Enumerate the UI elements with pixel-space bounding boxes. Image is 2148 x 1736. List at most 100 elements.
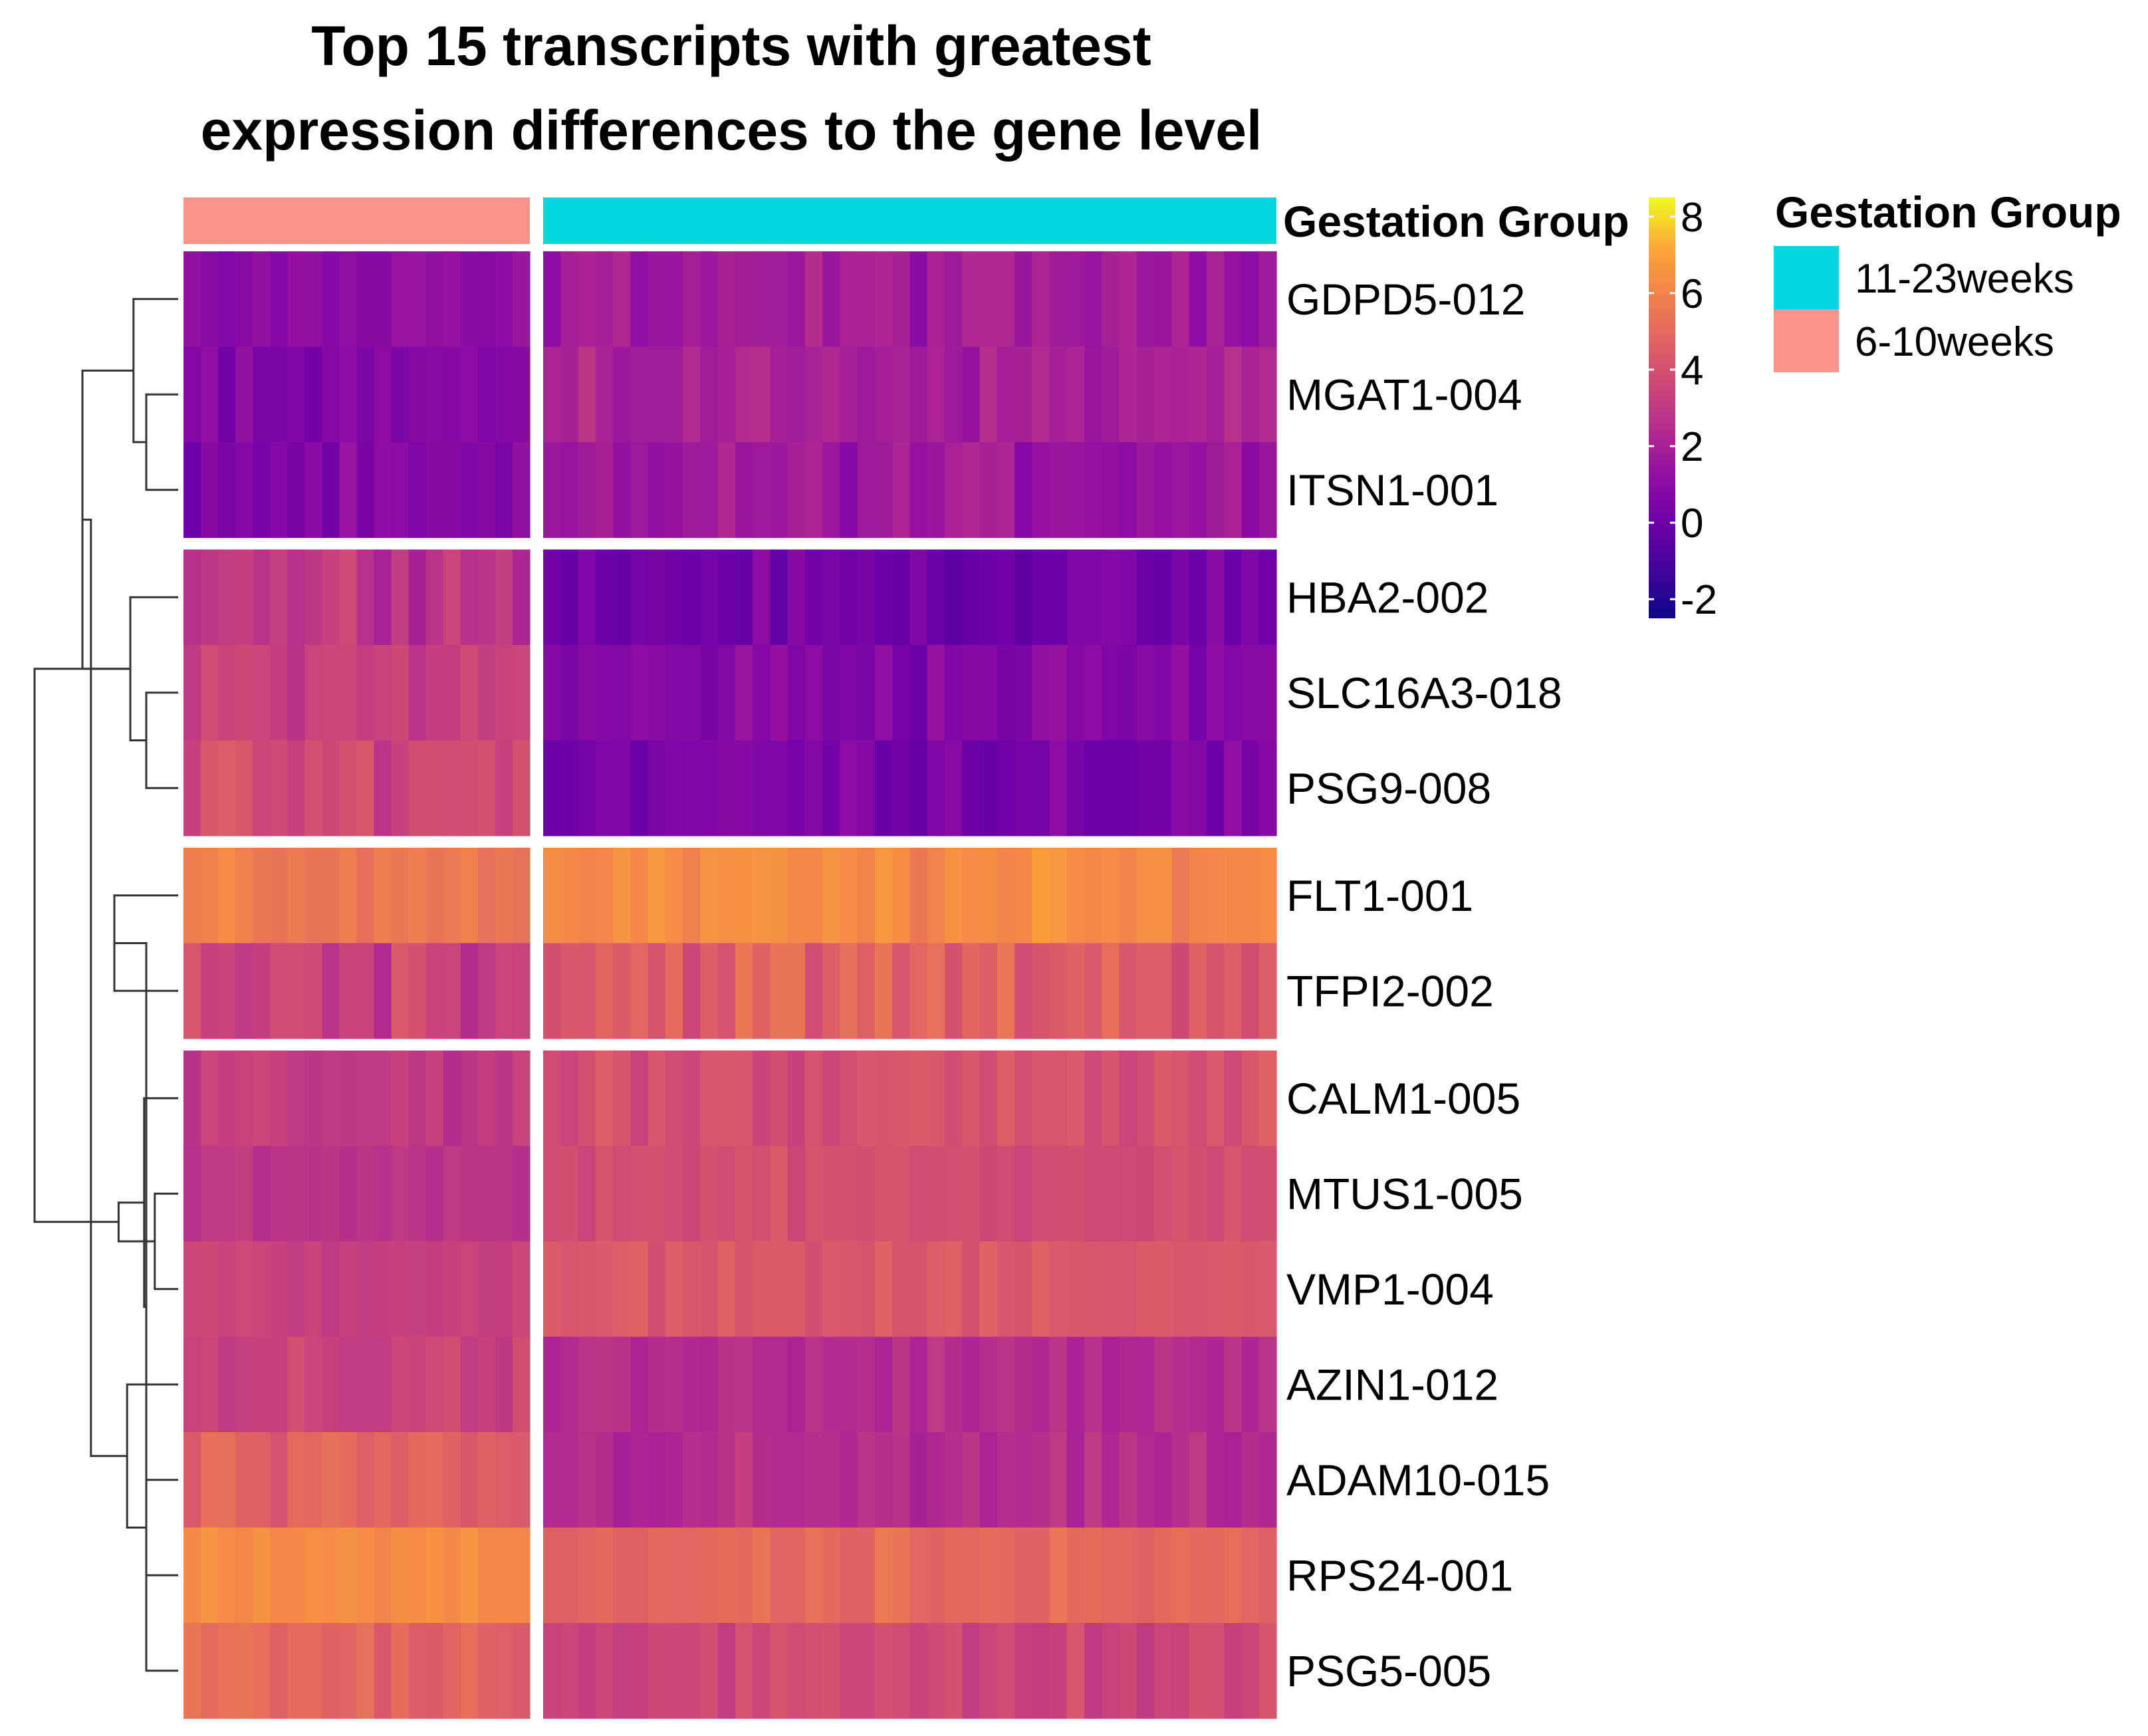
heatmap-cell <box>945 1623 963 1719</box>
heatmap-cell <box>578 848 596 944</box>
row-label: SLC16A3-018 <box>1286 668 1562 717</box>
heatmap-cell <box>270 442 288 539</box>
heatmap-cell <box>253 740 271 836</box>
heatmap-cell <box>356 442 375 539</box>
heatmap-cell <box>578 442 596 539</box>
heatmap-cell <box>218 1623 236 1719</box>
heatmap-cell <box>613 1527 631 1624</box>
heatmap-cell <box>1241 251 1260 348</box>
heatmap-cell <box>443 943 461 1039</box>
heatmap-cell <box>1084 1432 1102 1529</box>
heatmap-cell <box>578 346 596 443</box>
heatmap-cell <box>543 943 561 1039</box>
heatmap-cell <box>1119 346 1137 443</box>
heatmap-cell <box>927 251 945 348</box>
heatmap-cell <box>770 740 788 836</box>
heatmap-cell <box>909 442 928 539</box>
heatmap-cell <box>1241 645 1260 741</box>
heatmap-cell <box>374 1051 392 1147</box>
heatmap-cell <box>840 645 858 741</box>
heatmap-cell <box>1014 1336 1032 1433</box>
heatmap-cell <box>770 549 788 646</box>
heatmap-cell <box>460 251 479 348</box>
heatmap-cell <box>1206 848 1225 944</box>
heatmap-cell <box>735 1051 753 1147</box>
heatmap-cell <box>770 1623 788 1719</box>
heatmap-cell <box>892 848 911 944</box>
heatmap-cell <box>1066 1051 1085 1147</box>
heatmap-cell <box>1154 1623 1173 1719</box>
heatmap-cell <box>304 346 322 443</box>
row-label: MTUS1-005 <box>1286 1169 1523 1218</box>
heatmap-cell <box>183 346 201 443</box>
heatmap-cell <box>218 549 236 646</box>
heatmap-cell <box>339 1432 358 1529</box>
heatmap-cell <box>560 1623 579 1719</box>
heatmap-cell <box>804 645 823 741</box>
heatmap-cell <box>356 1051 375 1147</box>
heatmap-cell <box>477 442 496 539</box>
colorbar-segment <box>1649 219 1675 221</box>
heatmap-cell <box>717 1051 736 1147</box>
heatmap-cell <box>1154 251 1173 348</box>
heatmap-cell <box>1154 740 1173 836</box>
heatmap-cell <box>425 1432 444 1529</box>
heatmap-cell <box>1119 1623 1137 1719</box>
heatmap-cell <box>443 346 461 443</box>
heatmap-cell <box>840 1432 858 1529</box>
heatmap-cell <box>1102 1336 1120 1433</box>
heatmap-cell <box>287 740 305 836</box>
heatmap-cell <box>665 848 683 944</box>
heatmap-cell <box>1032 346 1050 443</box>
heatmap-cell <box>1084 251 1102 348</box>
heatmap-cell <box>512 251 531 348</box>
heatmap-cell <box>543 1051 561 1147</box>
heatmap-cell <box>1014 848 1032 944</box>
heatmap-cell <box>443 1623 461 1719</box>
colorbar-segment <box>1649 245 1675 248</box>
heatmap-cell <box>374 1527 392 1624</box>
heatmap-cell <box>595 1241 614 1338</box>
heatmap-cell <box>1136 346 1155 443</box>
heatmap-cell <box>495 1623 513 1719</box>
heatmap-cell <box>1224 346 1243 443</box>
heatmap-cell <box>874 346 893 443</box>
heatmap-cell <box>979 1623 998 1719</box>
heatmap-cell <box>822 848 841 944</box>
heatmap-cell <box>495 346 513 443</box>
heatmap-cell <box>874 1241 893 1338</box>
heatmap-cell <box>665 740 683 836</box>
heatmap-cell <box>218 1432 236 1529</box>
heatmap-cell <box>560 1336 579 1433</box>
heatmap-cell <box>945 740 963 836</box>
heatmap-cell <box>683 645 701 741</box>
heatmap-cell <box>683 848 701 944</box>
heatmap-cell <box>1049 1336 1068 1433</box>
heatmap-cell <box>735 346 753 443</box>
heatmap-cell <box>874 442 893 539</box>
heatmap-cell <box>1014 549 1032 646</box>
heatmap-cell <box>253 549 271 646</box>
heatmap-cell <box>218 1051 236 1147</box>
heatmap-cell <box>270 251 288 348</box>
colorbar-segment <box>1649 209 1675 211</box>
heatmap-cell <box>1014 1241 1032 1338</box>
heatmap-cell <box>1189 645 1207 741</box>
heatmap-cell <box>822 1051 841 1147</box>
heatmap-cell <box>408 346 427 443</box>
heatmap-cell <box>927 1241 945 1338</box>
heatmap-cell <box>391 1241 410 1338</box>
heatmap-cell <box>356 346 375 443</box>
heatmap-cell <box>425 1051 444 1147</box>
heatmap-cell <box>408 645 427 741</box>
heatmap-cell <box>997 1527 1015 1624</box>
colorbar-segment <box>1649 242 1675 245</box>
heatmap-cell <box>717 346 736 443</box>
heatmap-cell <box>495 1336 513 1433</box>
heatmap-cell <box>408 442 427 539</box>
heatmap-cell <box>1084 1146 1102 1242</box>
row-label: MGAT1-004 <box>1286 370 1522 419</box>
heatmap-cell <box>753 943 771 1039</box>
heatmap-cell <box>874 1146 893 1242</box>
heatmap-cell <box>648 740 666 836</box>
